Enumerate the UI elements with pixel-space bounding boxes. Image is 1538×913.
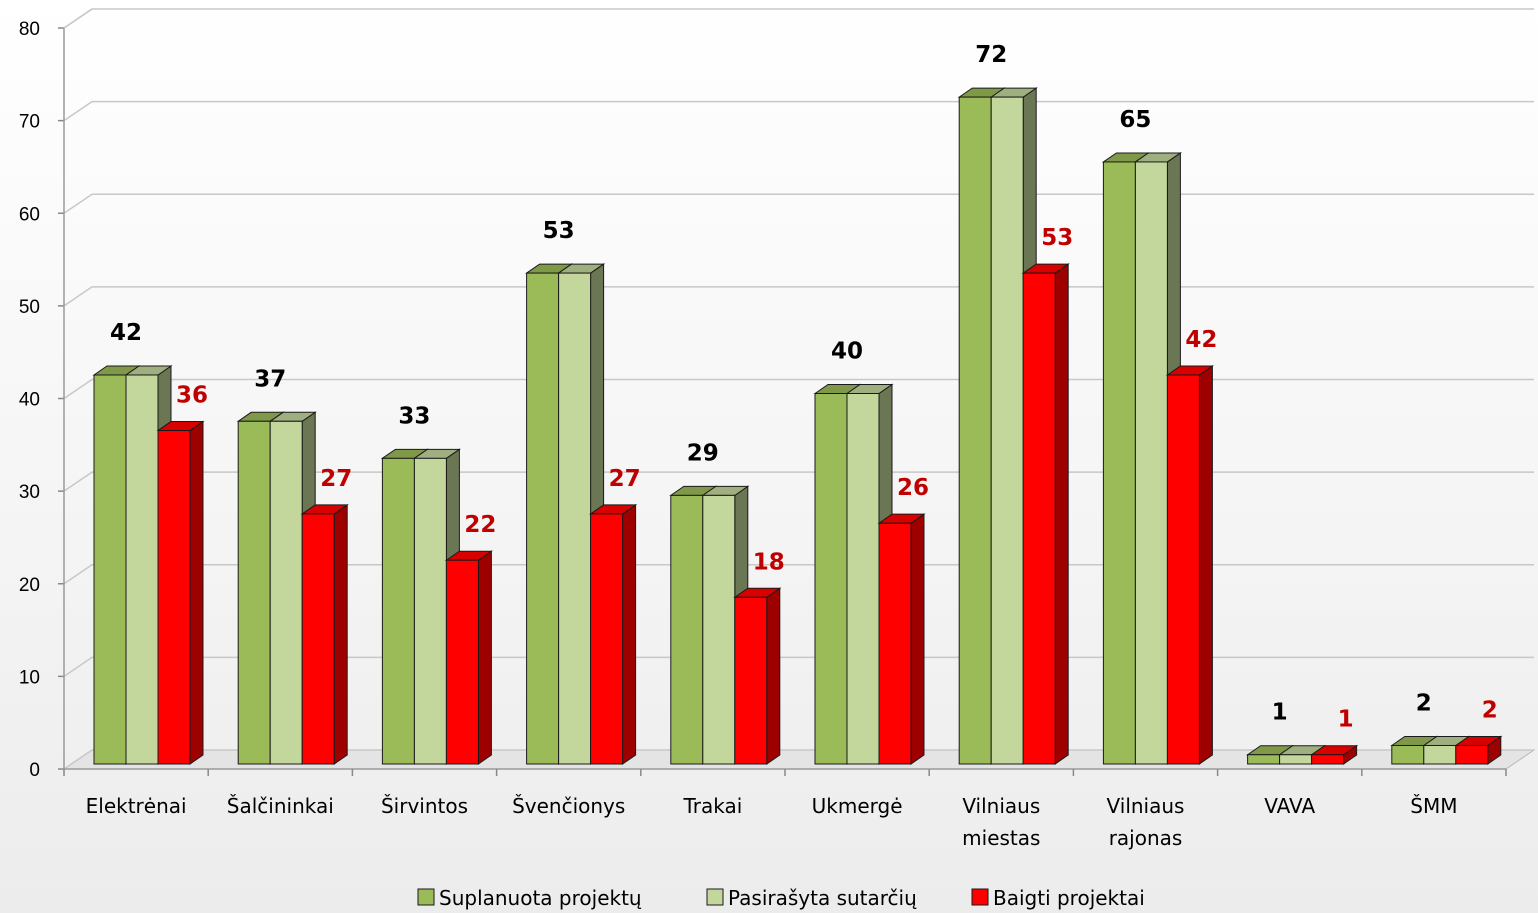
bar bbox=[670, 494, 704, 765]
bar bbox=[702, 494, 736, 765]
x-tick-label: Šalčininkai bbox=[227, 794, 334, 818]
data-label-planned: 37 bbox=[254, 366, 286, 392]
x-tick-label: Trakai bbox=[682, 794, 742, 818]
data-label-planned: 53 bbox=[543, 218, 575, 244]
y-tick-label: 60 bbox=[19, 204, 40, 225]
x-tick-label: Švenčionys bbox=[512, 794, 625, 818]
y-tick-label: 10 bbox=[19, 667, 40, 688]
axis-layer: 0 10 20 30 40 50 60 70 80 Elektrėnai Šalčininkai Ši… bbox=[19, 8, 1507, 850]
y-tick-label: 50 bbox=[19, 297, 40, 318]
bar bbox=[157, 430, 191, 765]
data-label-planned: 42 bbox=[110, 320, 142, 346]
bar-side bbox=[477, 550, 492, 765]
y-tick-label: 80 bbox=[19, 19, 40, 40]
bar bbox=[1166, 374, 1200, 765]
bar bbox=[445, 559, 479, 765]
bar bbox=[125, 374, 159, 765]
data-label-completed: 27 bbox=[320, 466, 352, 492]
bar bbox=[413, 457, 447, 765]
y-tick-label: 40 bbox=[19, 390, 40, 411]
bar bbox=[814, 393, 848, 765]
data-label-completed: 27 bbox=[609, 466, 641, 492]
bar-side bbox=[333, 503, 348, 765]
bar bbox=[93, 374, 127, 765]
data-label-planned: 2 bbox=[1416, 690, 1432, 716]
bar bbox=[1311, 754, 1345, 765]
bar bbox=[1391, 744, 1425, 765]
gridline bbox=[63, 100, 1534, 122]
bar-side bbox=[622, 503, 637, 765]
y-tick-label: 20 bbox=[19, 575, 40, 596]
bar bbox=[558, 272, 592, 765]
bar bbox=[878, 522, 912, 765]
x-tick-label: miestas bbox=[962, 826, 1040, 850]
bar-side bbox=[1054, 263, 1069, 765]
data-label-planned: 72 bbox=[975, 42, 1007, 68]
x-tick-label: rajonas bbox=[1109, 826, 1183, 850]
legend-swatch bbox=[706, 888, 724, 906]
data-label-planned: 65 bbox=[1119, 107, 1151, 133]
data-label-planned: 29 bbox=[687, 440, 719, 466]
x-tick-label: Vilniaus bbox=[1107, 794, 1185, 818]
data-label-planned: 40 bbox=[831, 339, 863, 365]
x-tick-label: Elektrėnai bbox=[86, 794, 187, 818]
bar bbox=[1423, 744, 1457, 765]
bar bbox=[1279, 754, 1313, 765]
data-label-completed: 42 bbox=[1185, 327, 1217, 353]
legend-swatch bbox=[971, 888, 989, 906]
bar bbox=[590, 513, 624, 765]
y-tick-label: 30 bbox=[19, 482, 40, 503]
bar bbox=[846, 393, 880, 765]
data-label-completed: 26 bbox=[897, 475, 929, 501]
bar bbox=[237, 420, 271, 765]
data-label-planned: 1 bbox=[1272, 700, 1288, 726]
bar bbox=[381, 457, 415, 765]
data-label-completed: 18 bbox=[753, 549, 785, 575]
bar-side bbox=[910, 513, 925, 765]
y-tick-label: 70 bbox=[19, 112, 40, 133]
bar bbox=[734, 596, 768, 765]
bar bbox=[1455, 744, 1489, 765]
bar-layer bbox=[92, 87, 1503, 765]
bar bbox=[269, 420, 303, 765]
gridline bbox=[63, 193, 1534, 214]
bar bbox=[1134, 161, 1168, 765]
x-tick-label: VAVA bbox=[1264, 794, 1315, 818]
bar bbox=[301, 513, 335, 765]
y-tick-label: 0 bbox=[29, 760, 40, 781]
legend-label: Suplanuota projektų bbox=[439, 886, 642, 910]
bar bbox=[1247, 754, 1281, 765]
y-axis-top bbox=[63, 8, 93, 29]
bar bbox=[1022, 272, 1056, 765]
bar-side bbox=[189, 420, 204, 765]
bar bbox=[1102, 161, 1136, 765]
bar-side bbox=[1198, 365, 1213, 765]
data-label-completed: 53 bbox=[1041, 225, 1073, 251]
legend-label: Pasirašyta sutarčių bbox=[728, 886, 917, 910]
x-tick-label: Širvintos bbox=[381, 794, 468, 818]
data-label-planned: 33 bbox=[398, 403, 430, 429]
data-label-completed: 2 bbox=[1482, 697, 1498, 723]
x-tick-label: Vilniaus bbox=[962, 794, 1040, 818]
x-tick-label: Ukmergė bbox=[812, 794, 903, 818]
bar bbox=[526, 272, 560, 765]
data-label-completed: 22 bbox=[464, 512, 496, 538]
legend-swatch bbox=[417, 888, 435, 906]
gridline bbox=[63, 286, 1534, 307]
bar bbox=[990, 96, 1024, 765]
bar-side bbox=[766, 587, 781, 765]
bar bbox=[958, 96, 992, 765]
gridline bbox=[63, 8, 1534, 29]
x-tick-label: ŠMM bbox=[1410, 794, 1457, 818]
legend: Suplanuota projektų Pasirašyta sutarčių Ba… bbox=[417, 886, 1145, 910]
data-label-completed: 1 bbox=[1338, 707, 1354, 733]
data-label-completed: 36 bbox=[176, 383, 208, 409]
legend-label: Baigti projektai bbox=[993, 886, 1145, 910]
